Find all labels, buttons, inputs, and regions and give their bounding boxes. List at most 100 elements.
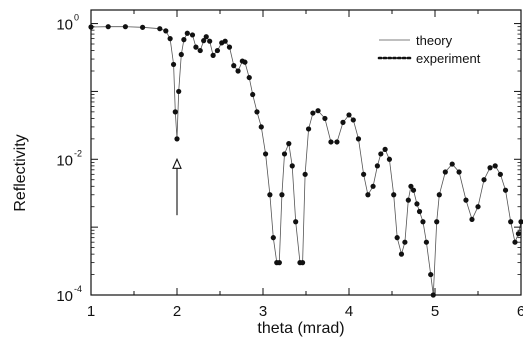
data-point-experiment [178, 51, 184, 58]
data-point-experiment [281, 151, 288, 157]
data-point-experiment [416, 208, 423, 215]
data-point-experiment [361, 171, 367, 177]
data-point-experiment [258, 124, 264, 130]
data-point-experiment [328, 139, 334, 145]
data-point-experiment [235, 68, 241, 74]
data-point-experiment [405, 197, 411, 203]
data-point-experiment [210, 52, 216, 58]
data-point-experiment [276, 260, 282, 266]
data-point-experiment [105, 24, 111, 30]
data-point-experiment [315, 108, 321, 114]
data-point-experiment [174, 136, 180, 142]
data-point-experiment [157, 26, 163, 32]
data-point-experiment [402, 239, 408, 245]
data-point-experiment [293, 219, 299, 225]
y-tick-label: 10 [56, 288, 73, 305]
legend-label-theory: theory [416, 33, 453, 48]
data-point-experiment [442, 169, 448, 175]
data-point-experiment [423, 239, 429, 245]
data-point-experiment [497, 171, 503, 177]
data-point-experiment [436, 192, 442, 198]
data-point-experiment [340, 119, 346, 125]
data-point-experiment [289, 163, 295, 169]
x-axis-title: theta (mrad) [257, 320, 344, 337]
data-point-experiment [414, 201, 420, 207]
data-point-experiment [167, 36, 173, 42]
data-point-experiment [254, 109, 260, 115]
y-tick-label: 10 [56, 17, 73, 34]
x-tick-label: 6 [517, 303, 523, 320]
data-point-experiment [299, 260, 306, 266]
data-point-experiment [222, 38, 228, 44]
data-point-experiment [391, 192, 397, 198]
data-point-experiment [170, 61, 177, 68]
data-point-experiment [475, 204, 481, 210]
data-point-experiment [355, 136, 362, 142]
data-point-experiment [286, 141, 292, 147]
data-point-experiment [184, 30, 190, 36]
data-point-experiment [226, 44, 233, 50]
data-point-experiment [410, 187, 417, 193]
chart-marks [88, 24, 523, 298]
data-point-experiment [267, 192, 273, 198]
data-point-experiment [394, 235, 400, 241]
data-point-experiment [346, 112, 352, 118]
x-tick-label: 2 [173, 303, 181, 320]
data-point-experiment [463, 197, 469, 203]
data-point-experiment [242, 59, 248, 65]
x-axis-ticks: 1 2 3 4 5 6 [87, 10, 523, 320]
y-tick-exponent: -2 [74, 148, 82, 158]
data-point-experiment [334, 139, 340, 145]
data-point-experiment [374, 163, 380, 169]
data-point-experiment [434, 219, 440, 225]
data-point-experiment [193, 44, 199, 50]
data-point-experiment [398, 251, 405, 257]
data-point-experiment [302, 171, 308, 177]
data-point-experiment [502, 187, 509, 193]
data-point-experiment [487, 165, 493, 171]
data-point-experiment [250, 91, 256, 98]
data-point-experiment [122, 24, 128, 30]
x-tick-label: 5 [431, 303, 439, 320]
data-point-experiment [310, 110, 316, 116]
data-point-experiment [420, 219, 426, 225]
data-point-experiment [508, 219, 514, 225]
data-point-experiment [305, 126, 312, 132]
data-point-experiment [231, 63, 237, 69]
data-point-experiment [140, 24, 146, 30]
data-point-experiment [512, 239, 518, 245]
data-point-experiment [322, 115, 328, 122]
series-line-theory [90, 26, 522, 296]
data-point-experiment [378, 151, 384, 157]
data-point-experiment [469, 216, 475, 223]
data-point-experiment [408, 183, 414, 189]
data-point-experiment [386, 156, 393, 162]
data-point-experiment [370, 183, 376, 189]
data-point-experiment [481, 177, 487, 183]
data-point-experiment [181, 37, 187, 43]
x-tick-label: 4 [345, 303, 353, 320]
legend-label-experiment: experiment [416, 51, 481, 66]
data-point-experiment [350, 117, 356, 123]
y-tick-exponent: -4 [74, 284, 82, 294]
legend: theory experiment [377, 33, 481, 66]
data-point-experiment [449, 161, 455, 167]
y-axis-title: Reflectivity [12, 134, 29, 211]
data-point-experiment [262, 151, 269, 157]
data-point-experiment [365, 192, 371, 198]
data-point-experiment [214, 47, 221, 54]
data-point-experiment [172, 109, 178, 115]
data-point-experiment [279, 192, 285, 198]
x-tick-label: 1 [87, 303, 95, 320]
data-point-experiment [492, 163, 498, 169]
data-point-experiment [428, 271, 434, 278]
data-point-experiment [203, 34, 209, 40]
data-point-experiment [207, 38, 213, 44]
data-point-experiment [246, 74, 252, 81]
data-point-experiment [270, 235, 276, 241]
annotation-arrow-head [172, 157, 182, 169]
data-point-experiment [197, 47, 203, 54]
data-point-experiment [189, 32, 196, 38]
